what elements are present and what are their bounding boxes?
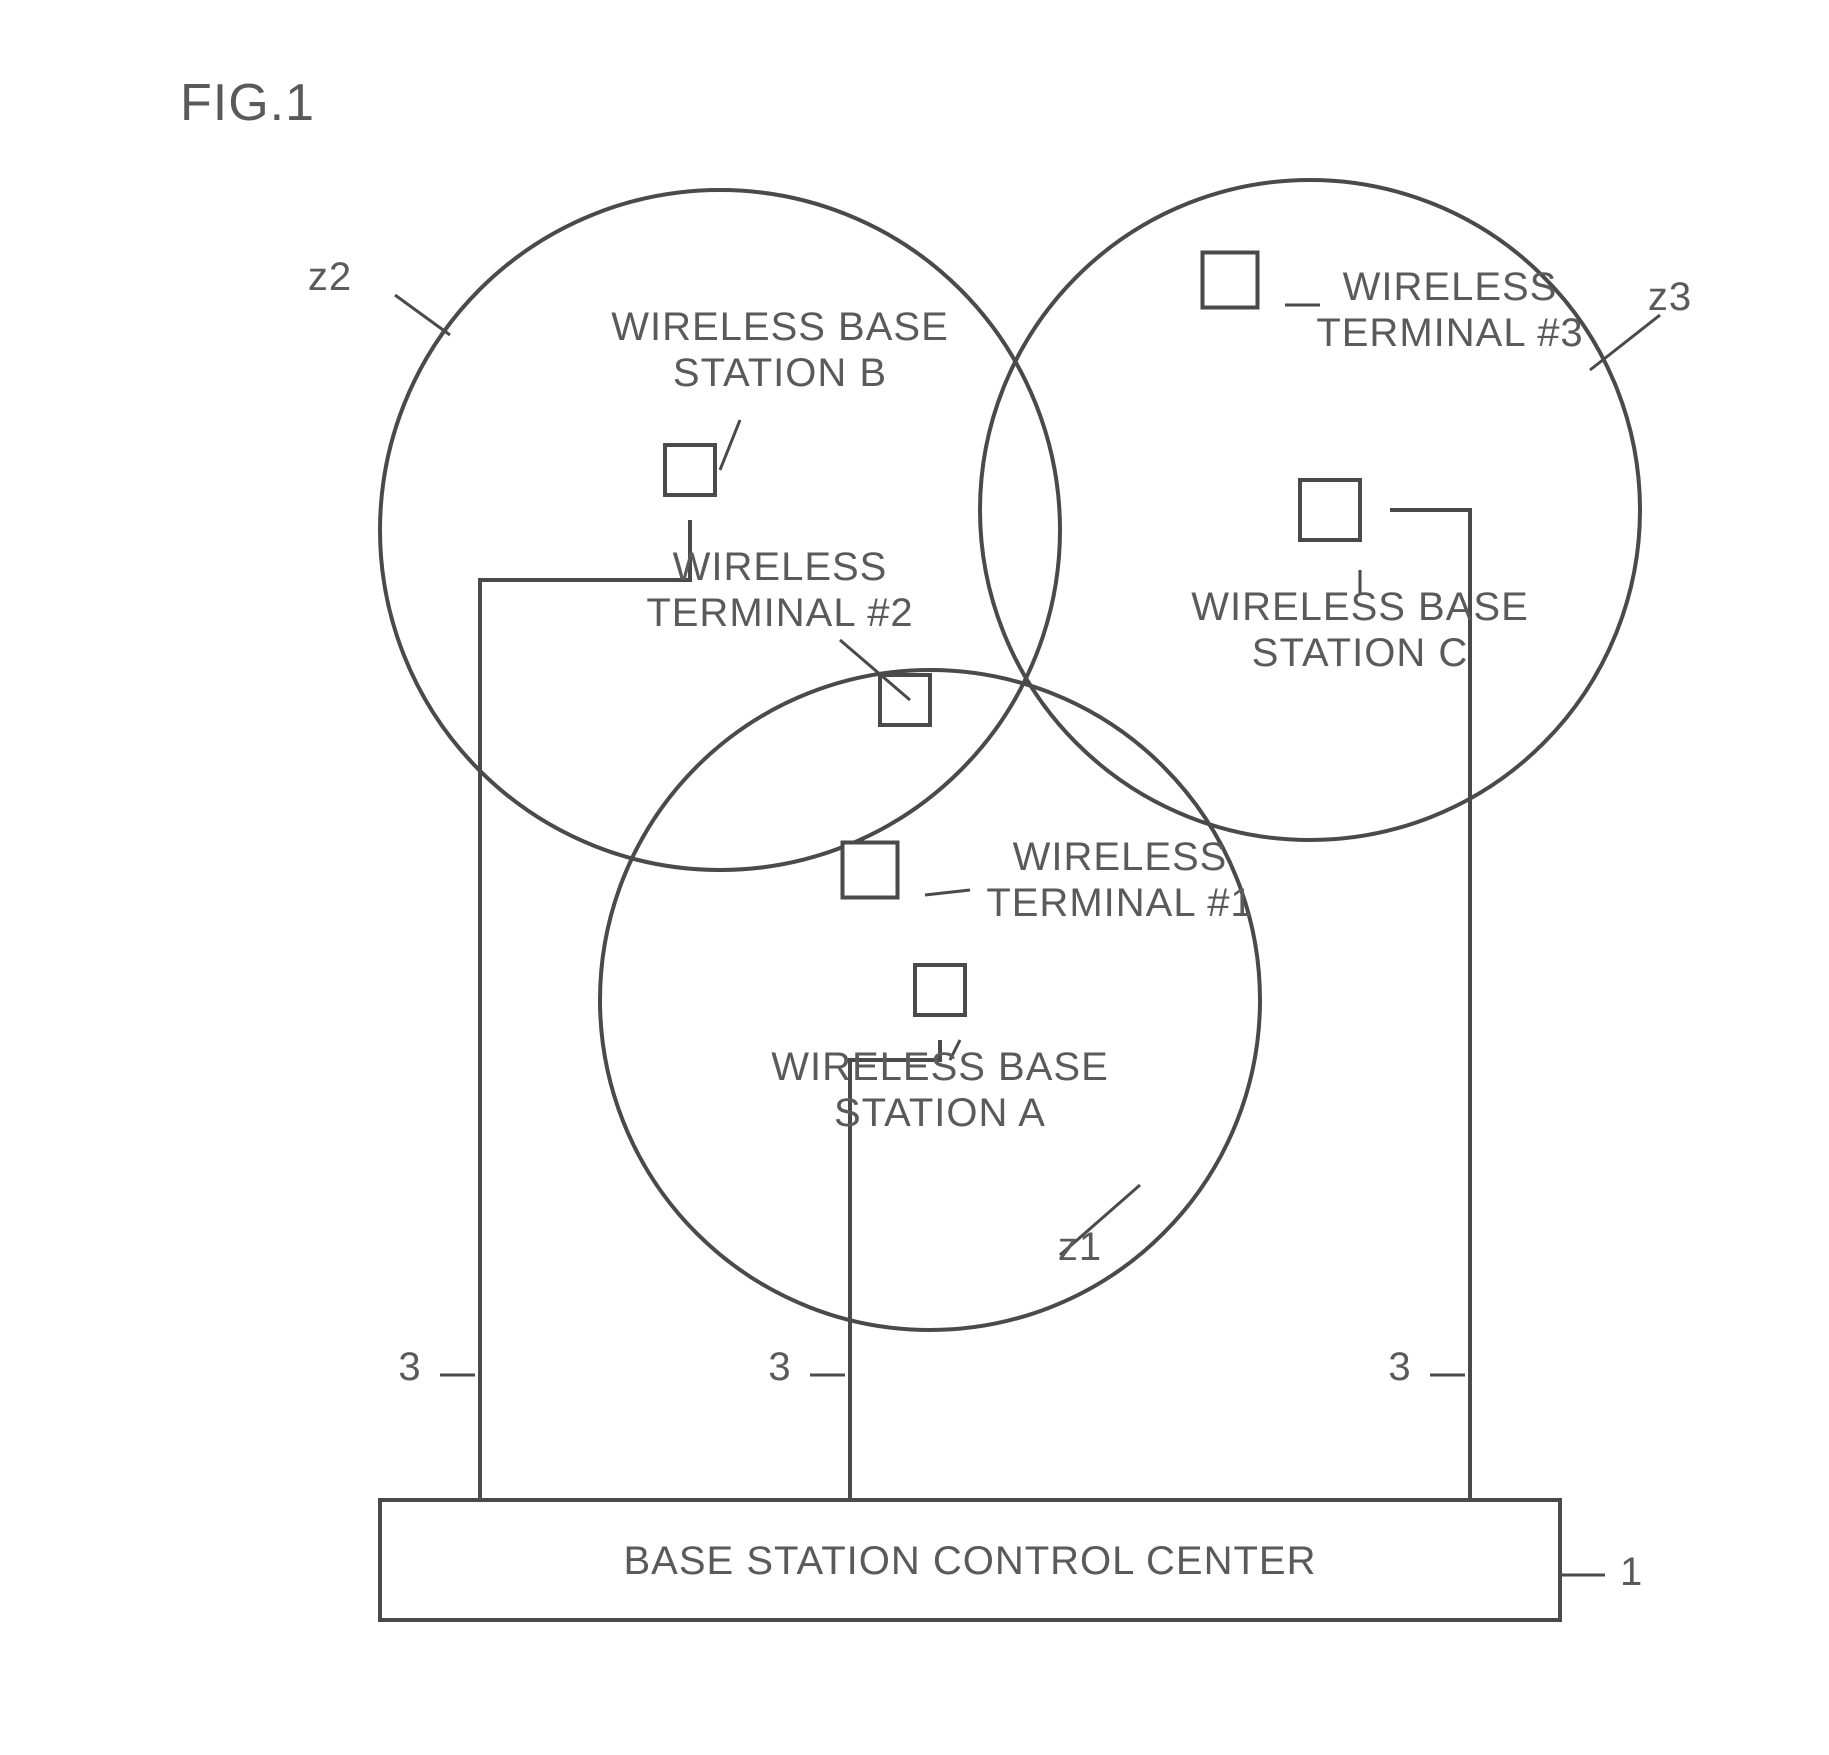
cable-ref-A: 3 bbox=[768, 1345, 791, 1389]
base-station-B-label-line: STATION B bbox=[673, 351, 887, 395]
zone-tag-z2: z2 bbox=[308, 255, 352, 299]
terminal-3-label-line: TERMINAL #3 bbox=[1316, 311, 1583, 355]
cable-ref-C: 3 bbox=[1388, 1345, 1411, 1389]
base-station-C-label: WIRELESS BASESTATION C bbox=[1191, 585, 1529, 675]
base-station-A-box bbox=[915, 965, 965, 1015]
figure-title: FIG.1 bbox=[180, 74, 315, 132]
terminal-3-box bbox=[1203, 253, 1258, 308]
terminal-2-label-line: WIRELESS bbox=[673, 545, 888, 589]
figure-1-diagram: FIG.1 z1 z2 z3 3 3 3 BASE STATION CONTROL CENTE… bbox=[0, 0, 1829, 1755]
leader-line bbox=[925, 890, 970, 895]
base-station-C-label-line: STATION C bbox=[1252, 631, 1468, 675]
base-station-C-label-line: WIRELESS BASE bbox=[1191, 585, 1529, 629]
terminal-2-label: WIRELESSTERMINAL #2 bbox=[646, 545, 913, 635]
terminal-3-label: WIRELESSTERMINAL #3 bbox=[1316, 265, 1583, 355]
leader-line bbox=[1590, 315, 1660, 370]
zone-tag-z1: z1 bbox=[1058, 1225, 1102, 1269]
terminal-3-label-line: WIRELESS bbox=[1343, 265, 1558, 309]
terminal-1-label-line: TERMINAL #1 bbox=[986, 881, 1253, 925]
base-station-B-box bbox=[665, 445, 715, 495]
control-center-ref: 1 bbox=[1620, 1550, 1643, 1594]
terminal-2-label-line: TERMINAL #2 bbox=[646, 591, 913, 635]
base-station-A-label: WIRELESS BASESTATION A bbox=[771, 1045, 1109, 1135]
base-station-A-label-line: STATION A bbox=[834, 1091, 1046, 1135]
leader-line bbox=[395, 295, 450, 335]
base-station-C-box bbox=[1300, 480, 1360, 540]
terminal-1-box bbox=[843, 843, 898, 898]
cable-from-B bbox=[480, 520, 690, 1500]
cable-ref-B: 3 bbox=[398, 1345, 421, 1389]
base-station-A-label-line: WIRELESS BASE bbox=[771, 1045, 1109, 1089]
terminal-1-label-line: WIRELESS bbox=[1013, 835, 1228, 879]
base-station-B-label: WIRELESS BASESTATION B bbox=[611, 305, 949, 395]
zone-tag-z3: z3 bbox=[1648, 275, 1692, 319]
terminal-1-label: WIRELESSTERMINAL #1 bbox=[986, 835, 1253, 925]
leader-line bbox=[720, 420, 740, 470]
base-station-B-label-line: WIRELESS BASE bbox=[611, 305, 949, 349]
control-center-label: BASE STATION CONTROL CENTER bbox=[624, 1539, 1317, 1583]
